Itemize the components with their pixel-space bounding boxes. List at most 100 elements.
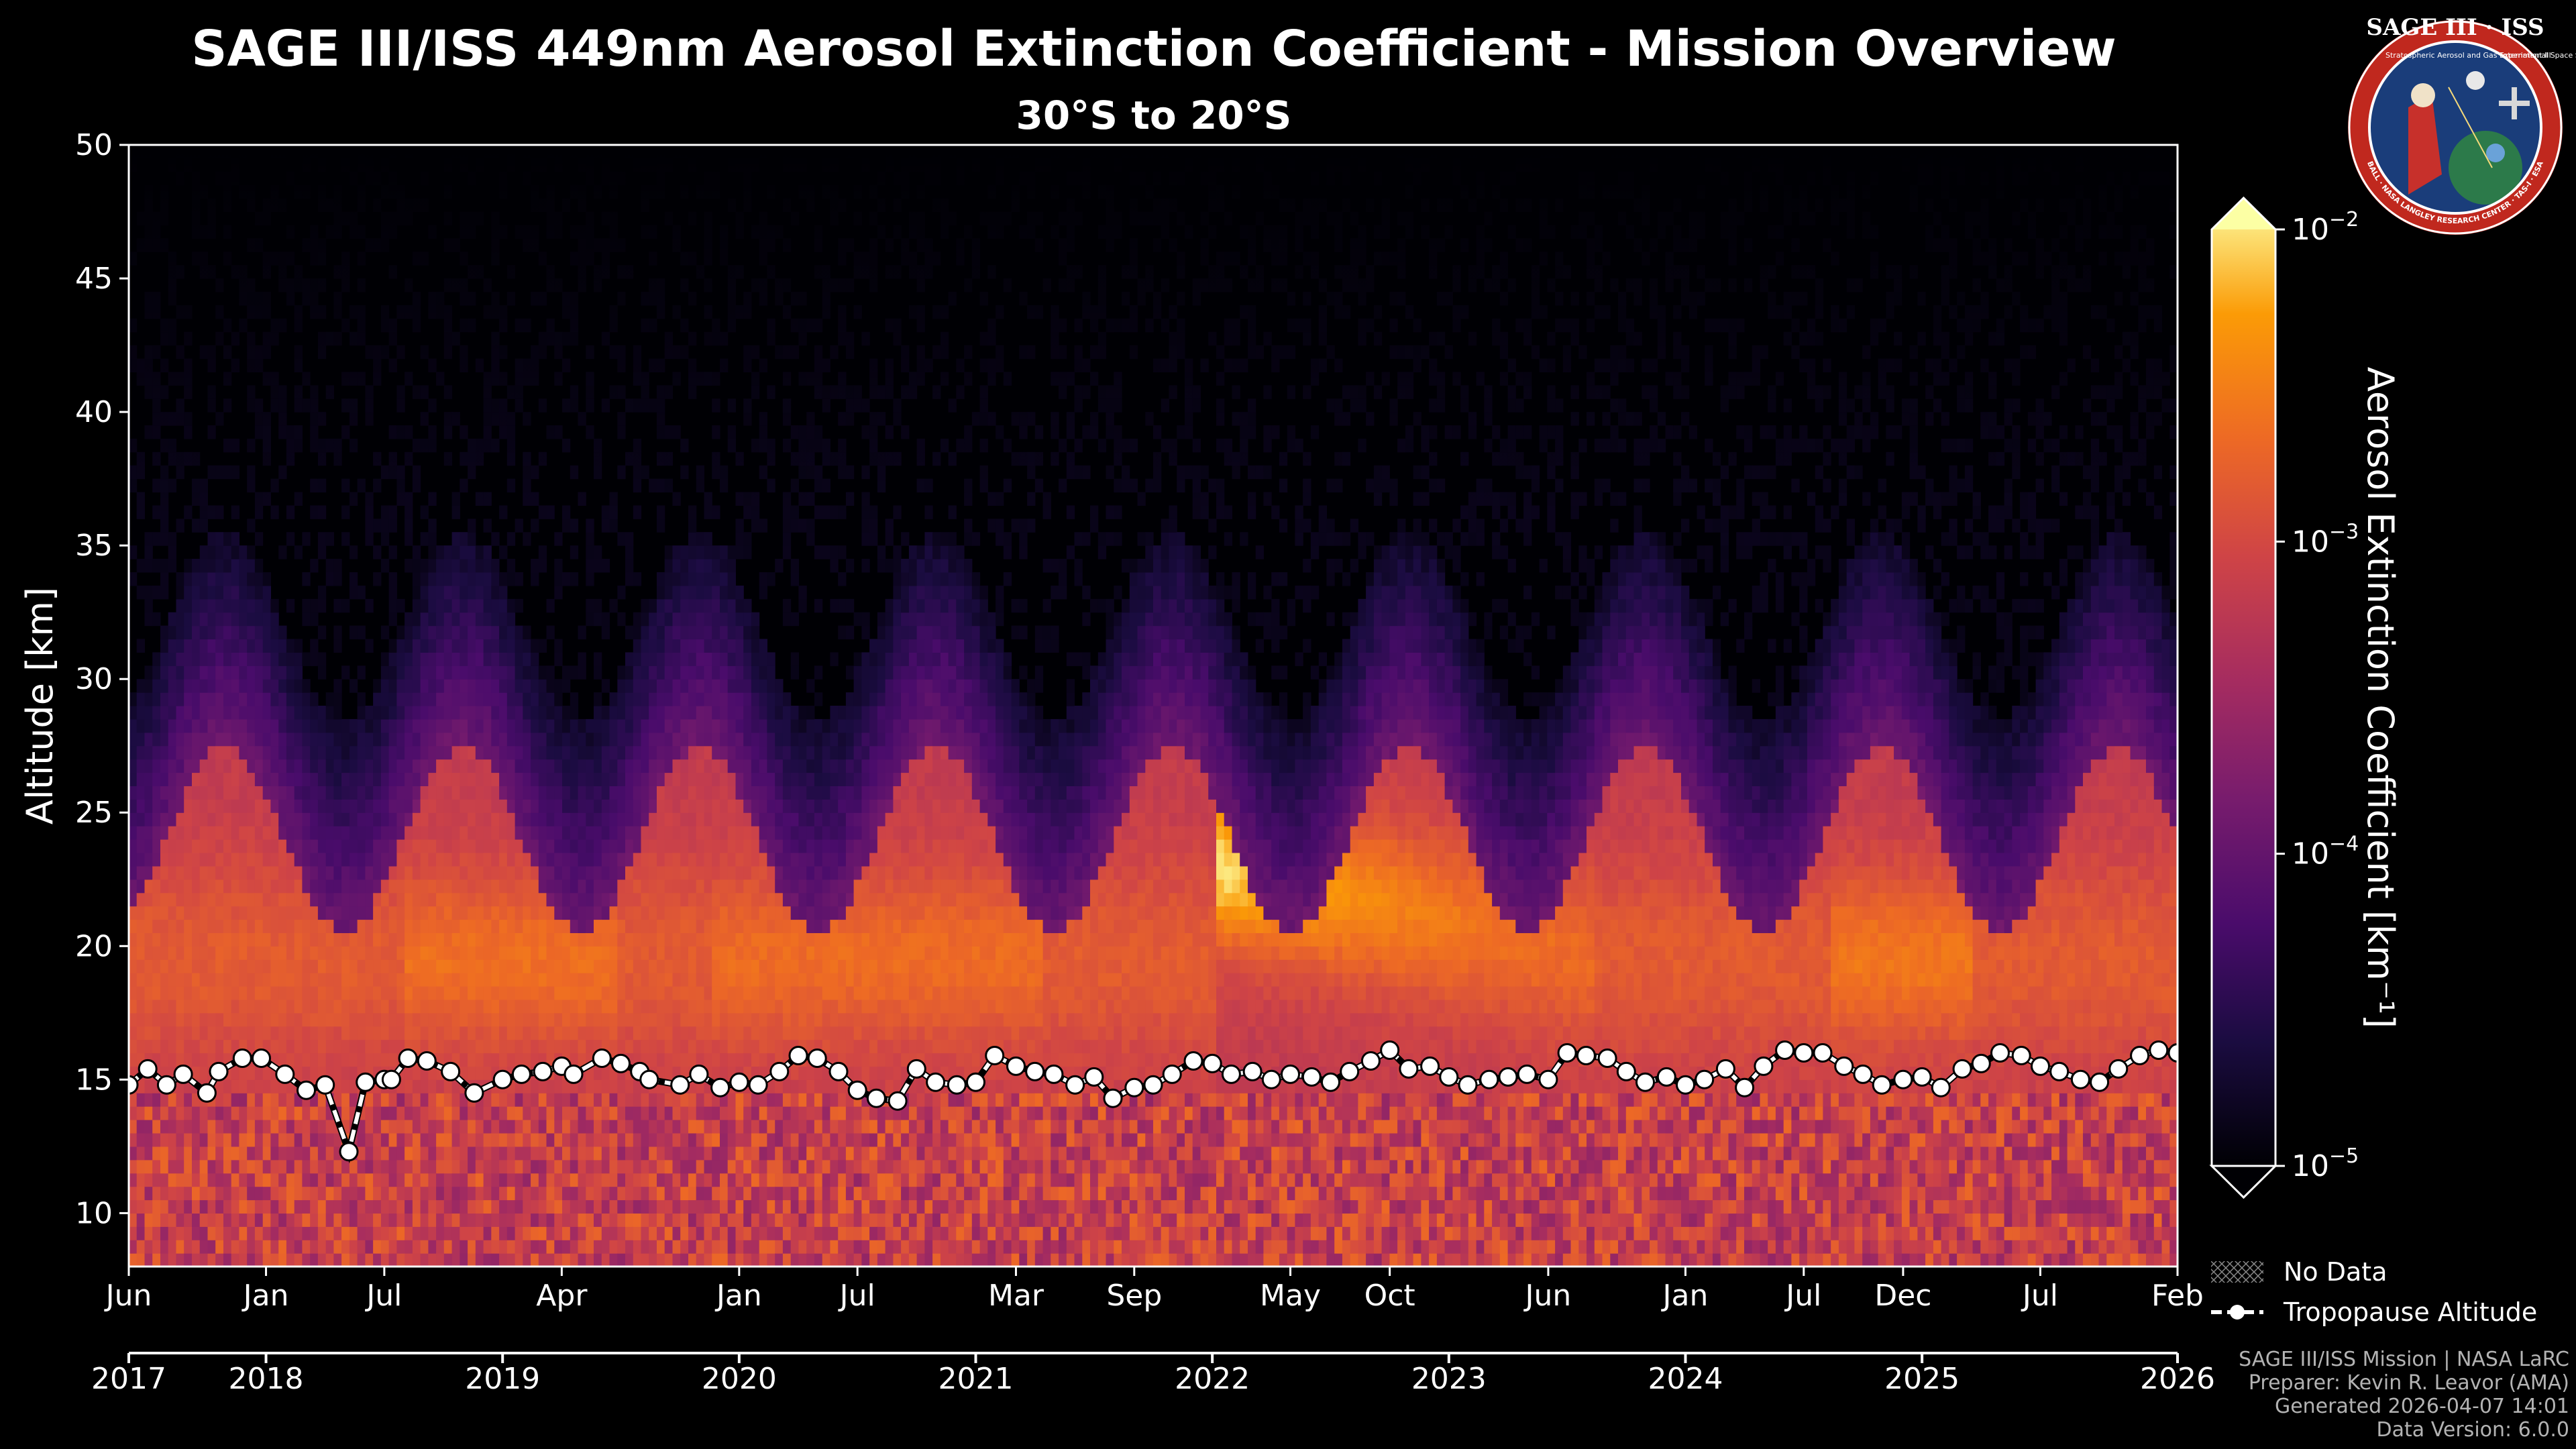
heatmap-cell: [633, 1226, 642, 1240]
heatmap-cell: [586, 545, 594, 559]
heatmap-cell: [388, 999, 397, 1014]
heatmap-cell: [192, 946, 201, 960]
heatmap-cell: [436, 812, 445, 826]
heatmap-cell: [223, 1133, 232, 1147]
heatmap-cell: [412, 906, 421, 920]
heatmap-cell: [357, 1133, 366, 1147]
heatmap-cell: [641, 986, 649, 1000]
heatmap-cell: [506, 652, 516, 666]
heatmap-cell: [262, 665, 271, 680]
heatmap-cell: [704, 745, 712, 760]
heatmap-cell: [325, 986, 334, 1000]
heatmap-cell: [192, 826, 201, 840]
heatmap-cell: [499, 745, 508, 760]
heatmap-cell: [192, 772, 201, 786]
heatmap-cell: [160, 532, 169, 546]
heatmap-cell: [672, 1133, 681, 1147]
heatmap-cell: [443, 1026, 453, 1040]
heatmap-cell: [499, 1053, 508, 1067]
heatmap-cell: [192, 692, 201, 706]
heatmap-cell: [184, 772, 193, 786]
heatmap-cell: [223, 759, 232, 773]
heatmap-cell: [247, 1026, 256, 1040]
heatmap-cell: [546, 1012, 555, 1027]
heatmap-cell: [129, 572, 138, 586]
heatmap-cell: [176, 718, 184, 733]
heatmap-cell: [680, 973, 689, 987]
heatmap-cell: [302, 1120, 311, 1134]
heatmap-cell: [286, 1093, 295, 1107]
heatmap-cell: [609, 1012, 618, 1027]
heatmap-cell: [515, 1026, 523, 1040]
heatmap-cell: [184, 745, 193, 760]
heatmap-cell: [199, 1106, 208, 1120]
heatmap-cell: [405, 853, 413, 867]
heatmap-cell: [341, 1026, 350, 1040]
heatmap-cell: [184, 919, 193, 933]
heatmap-cell: [136, 879, 145, 894]
heatmap-cell: [192, 892, 201, 907]
heatmap-cell: [625, 1079, 634, 1093]
heatmap-cell: [735, 706, 744, 720]
heatmap-cell: [468, 812, 476, 826]
heatmap-cell: [294, 1053, 303, 1067]
heatmap-cell: [601, 853, 610, 867]
heatmap-cell: [420, 652, 429, 666]
heatmap-cell: [254, 999, 264, 1014]
heatmap-cell: [443, 718, 453, 733]
heatmap-cell: [349, 1079, 358, 1093]
heatmap-cell: [451, 879, 460, 894]
heatmap-cell: [586, 786, 594, 800]
heatmap-cell: [152, 1253, 161, 1267]
heatmap-cell: [380, 652, 390, 666]
heatmap-cell: [302, 1226, 311, 1240]
heatmap-cell: [657, 1039, 665, 1054]
heatmap-cell: [664, 1146, 673, 1161]
heatmap-cell: [483, 745, 492, 760]
heatmap-cell: [333, 932, 342, 947]
heatmap-cell: [373, 879, 382, 894]
heatmap-cell: [657, 999, 665, 1014]
heatmap-cell: [333, 639, 342, 653]
heatmap-cell: [380, 559, 390, 573]
heatmap-cell: [633, 799, 642, 813]
heatmap-cell: [475, 1159, 484, 1174]
heatmap-cell: [680, 879, 689, 894]
heatmap-cell: [168, 999, 176, 1014]
heatmap-cell: [546, 826, 555, 840]
heatmap-cell: [254, 585, 264, 600]
heatmap-cell: [215, 865, 224, 880]
heatmap-cell: [483, 959, 492, 973]
heatmap-cell: [184, 1026, 193, 1040]
heatmap-cell: [680, 919, 689, 933]
heatmap-cell: [436, 585, 445, 600]
heatmap-cell: [475, 665, 484, 680]
heatmap-cell: [664, 986, 673, 1000]
heatmap-cell: [247, 853, 256, 867]
heatmap-cell: [523, 812, 531, 826]
heatmap-cell: [254, 1026, 264, 1040]
heatmap-cell: [144, 759, 153, 773]
heatmap-cell: [688, 1173, 697, 1187]
heatmap-cell: [499, 799, 508, 813]
heatmap-cell: [609, 519, 618, 533]
heatmap-cell: [270, 1039, 279, 1054]
heatmap-cell: [325, 759, 334, 773]
heatmap-cell: [720, 1159, 729, 1174]
heatmap-cell: [325, 812, 334, 826]
heatmap-cell: [239, 572, 248, 586]
heatmap-cell: [317, 652, 327, 666]
heatmap-cell: [207, 1213, 216, 1227]
heatmap-cell: [664, 639, 673, 653]
heatmap-cell: [712, 919, 720, 933]
heatmap-cell: [483, 826, 492, 840]
heatmap-cell: [767, 1146, 775, 1161]
heatmap-cell: [538, 745, 547, 760]
heatmap-cell: [468, 1146, 476, 1161]
heatmap-cell: [207, 625, 216, 640]
heatmap-cell: [160, 772, 169, 786]
heatmap-cell: [286, 999, 295, 1014]
heatmap-cell: [231, 1186, 239, 1201]
heatmap-cell: [247, 1079, 256, 1093]
heatmap-cell: [270, 665, 279, 680]
